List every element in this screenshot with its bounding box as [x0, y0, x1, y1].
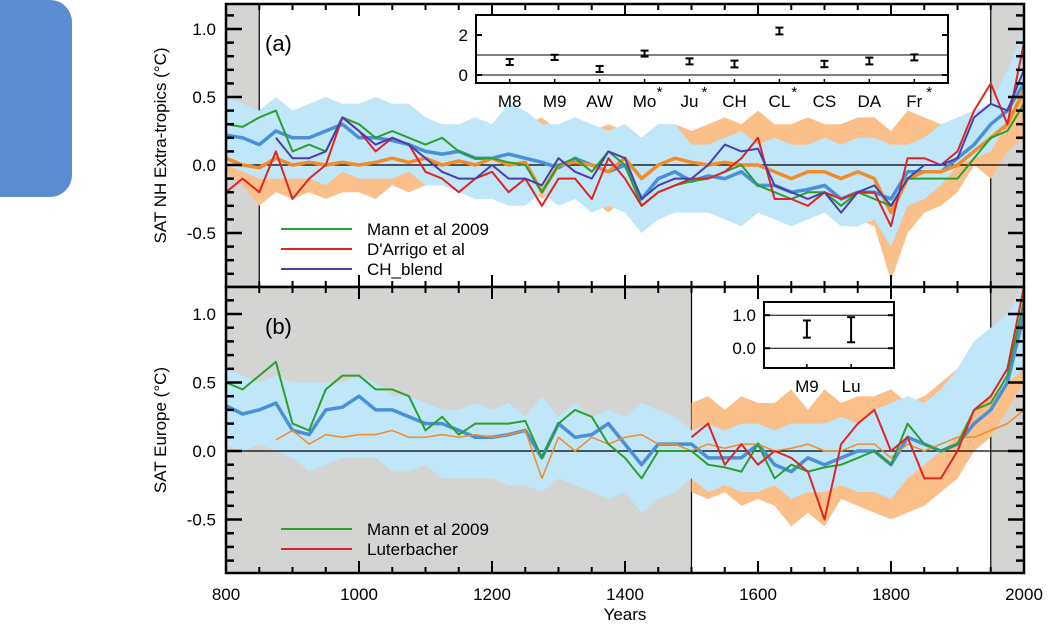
series-mann-et-al-2009 — [226, 300, 1024, 480]
series-ch-blend — [275, 69, 1024, 214]
inset-y-tick-label: 0 — [459, 66, 468, 85]
x-axis-title: Years — [604, 605, 647, 624]
inset-category-label: Mo — [633, 92, 657, 111]
inset-frame — [763, 301, 895, 369]
inset-category-asterisk: * — [926, 84, 932, 101]
inset-y-tick-label: 2 — [459, 26, 468, 45]
inset-category-label: M9 — [543, 92, 567, 111]
legend-label-luterbacher: Luterbacher — [367, 540, 458, 559]
inset-y-tick-label: 1.0 — [732, 306, 756, 325]
panel-label: (a) — [265, 31, 292, 56]
plot-area-b — [226, 287, 1024, 573]
inset-category-label: M9 — [795, 377, 819, 396]
panel-b-europe: -0.5 0.0 0.5 1.0 SAT Europe (°C) (b) Mann et a… — [151, 285, 1026, 575]
series-luterbacher — [690, 287, 1024, 521]
inset-category-label: CH — [722, 92, 747, 111]
legend-label-mann-et-al-2009: Mann et al 2009 — [367, 520, 489, 539]
x-tick-label: 1200 — [473, 585, 511, 604]
y-axis-title: SAT NH Extra-tropics (°C) — [151, 47, 170, 243]
y-tick-label: 0.5 — [192, 374, 216, 393]
inset-y-tick-label: 0.0 — [732, 339, 756, 358]
inset-category-label: AW — [586, 92, 613, 111]
x-tick-label: 1400 — [606, 585, 644, 604]
x-tick-label: 1800 — [872, 585, 910, 604]
inset-b: 0.0 1.0 M9 Lu — [732, 301, 895, 396]
inset-frame — [475, 14, 949, 84]
series-model-mean-orange-thin — [275, 409, 1024, 480]
x-tick-label: 1600 — [739, 585, 777, 604]
y-tick-label: 1.0 — [192, 305, 216, 324]
x-tick-label: 1000 — [340, 585, 378, 604]
legend-label-mann-et-al-2009: Mann et al 2009 — [367, 220, 489, 239]
legend-label-ch-blend: CH_blend — [367, 260, 443, 279]
y-tick-label: -0.5 — [187, 224, 216, 243]
x-tick-label: 800 — [212, 585, 240, 604]
inset-category-asterisk: * — [657, 84, 663, 101]
y-tick-label: 0.0 — [192, 442, 216, 461]
inset-category-label: M8 — [498, 92, 522, 111]
x-tick-label: 2000 — [1005, 585, 1043, 604]
band-model-ensemble-range-light-blue — [226, 287, 1024, 513]
inset-category-asterisk: * — [702, 84, 708, 101]
inset-category-asterisk: * — [791, 84, 797, 101]
y-tick-label: 1.0 — [192, 20, 216, 39]
y-tick-label: 0.5 — [192, 88, 216, 107]
y-tick-label: 0.0 — [192, 156, 216, 175]
x-axis: 800 1000 1200 1400 1600 1800 2000 — [212, 585, 1043, 604]
inset-category-label: Lu — [842, 377, 861, 396]
panel-a-nh-extratropics: -0.5 0.0 0.5 1.0 SAT NH Extra-tropics (°C) (a… — [151, 2, 1026, 289]
inset-category-label: DA — [858, 92, 882, 111]
inset-category-label: CL — [769, 92, 791, 111]
inset-category-label: CS — [813, 92, 837, 111]
inset-category-label: Ju — [681, 92, 699, 111]
y-axis-title: SAT Europe (°C) — [151, 367, 170, 493]
panel-label: (b) — [265, 314, 292, 339]
y-tick-label: -0.5 — [187, 511, 216, 530]
inset-category-label: Fr — [906, 92, 922, 111]
legend-label-d-arrigo-et-al: D'Arrigo et al — [367, 240, 465, 259]
side-panel-tab[interactable] — [0, 0, 72, 197]
